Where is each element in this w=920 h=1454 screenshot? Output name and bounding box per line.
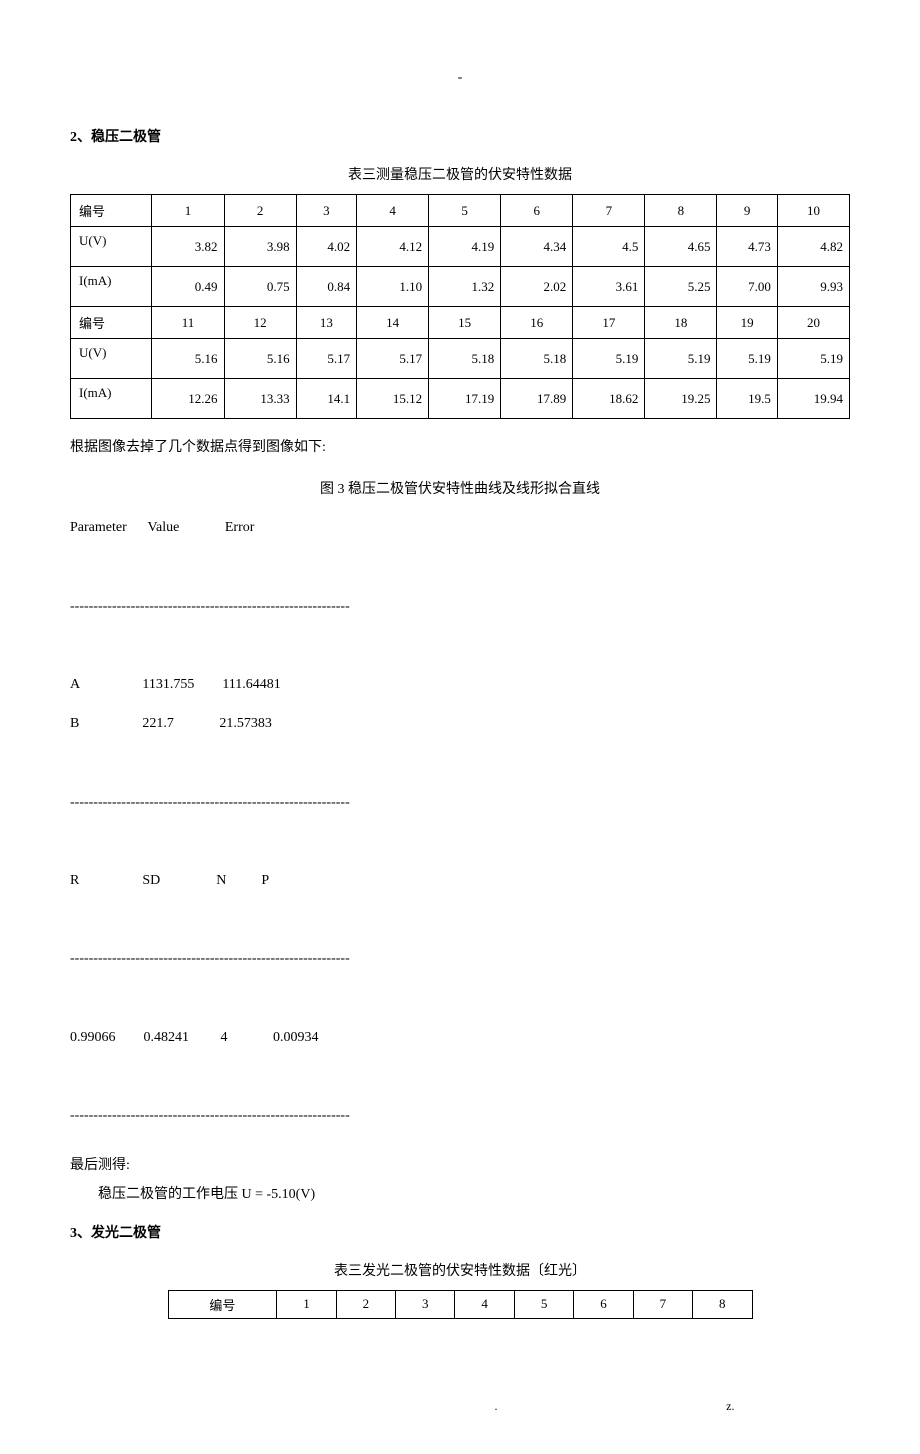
footer-right: z. <box>501 1399 735 1414</box>
row-label-num: 编号 <box>168 1290 277 1318</box>
row-label-num: 编号 <box>71 195 152 227</box>
divider: ----------------------------------------… <box>70 1108 350 1123</box>
fit-stats-header: R SD N P <box>70 873 269 888</box>
page-footer: . z. <box>70 1399 850 1414</box>
table-row: U(V) 3.82 3.98 4.02 4.12 4.19 4.34 4.5 4… <box>71 227 850 267</box>
row-label-I: I(mA) <box>71 267 152 307</box>
led-table-caption: 表三发光二极管的伏安特性数据〔红光〕 <box>70 1260 850 1280</box>
after-table-note: 根据图像去掉了几个数据点得到图像如下: <box>70 435 850 460</box>
table-row: U(V) 5.16 5.16 5.17 5.17 5.18 5.18 5.19 … <box>71 339 850 379</box>
footer-left: . <box>186 1399 498 1414</box>
table-row: 编号 11 12 13 14 15 16 17 18 19 20 <box>71 307 850 339</box>
table-row: 编号 1 2 3 4 5 6 7 8 <box>168 1290 752 1318</box>
fit-param-B: B 221.7 21.57383 <box>70 716 272 731</box>
row-label-num: 编号 <box>71 307 152 339</box>
zener-diode-table: 编号 1 2 3 4 5 6 7 8 9 10 U(V) 3.82 3.98 4… <box>70 194 850 419</box>
table-row: I(mA) 0.49 0.75 0.84 1.10 1.32 2.02 3.61… <box>71 267 850 307</box>
table-row: I(mA) 12.26 13.33 14.1 15.12 17.19 17.89… <box>71 379 850 419</box>
fit-stats-values: 0.99066 0.48241 4 0.00934 <box>70 1030 319 1045</box>
table-row: 编号 1 2 3 4 5 6 7 8 9 10 <box>71 195 850 227</box>
led-table: 编号 1 2 3 4 5 6 7 8 <box>168 1290 753 1319</box>
row-label-U: U(V) <box>71 227 152 267</box>
section-3-heading: 3、发光二极管 <box>70 1222 850 1242</box>
row-label-I: I(mA) <box>71 379 152 419</box>
page-header-dash: - <box>70 70 850 86</box>
row-label-U: U(V) <box>71 339 152 379</box>
fit-param-A: A 1131.755 111.64481 <box>70 677 281 692</box>
figure-3-caption: 图 3 稳压二极管伏安特性曲线及线形拟合直线 <box>70 478 850 498</box>
divider: ----------------------------------------… <box>70 599 350 614</box>
divider: ----------------------------------------… <box>70 795 350 810</box>
final-measured-value: 稳压二极管的工作电压 U = -5.10(V) <box>70 1182 850 1207</box>
section-2-heading: 2、稳压二极管 <box>70 126 850 146</box>
final-measured-label: 最后测得: <box>70 1153 850 1178</box>
fit-header: Parameter Value Error <box>70 520 254 535</box>
divider: ----------------------------------------… <box>70 951 350 966</box>
table-3-caption: 表三测量稳压二极管的伏安特性数据 <box>70 164 850 184</box>
fit-results-block: Parameter Value Error ------------------… <box>70 508 850 1135</box>
